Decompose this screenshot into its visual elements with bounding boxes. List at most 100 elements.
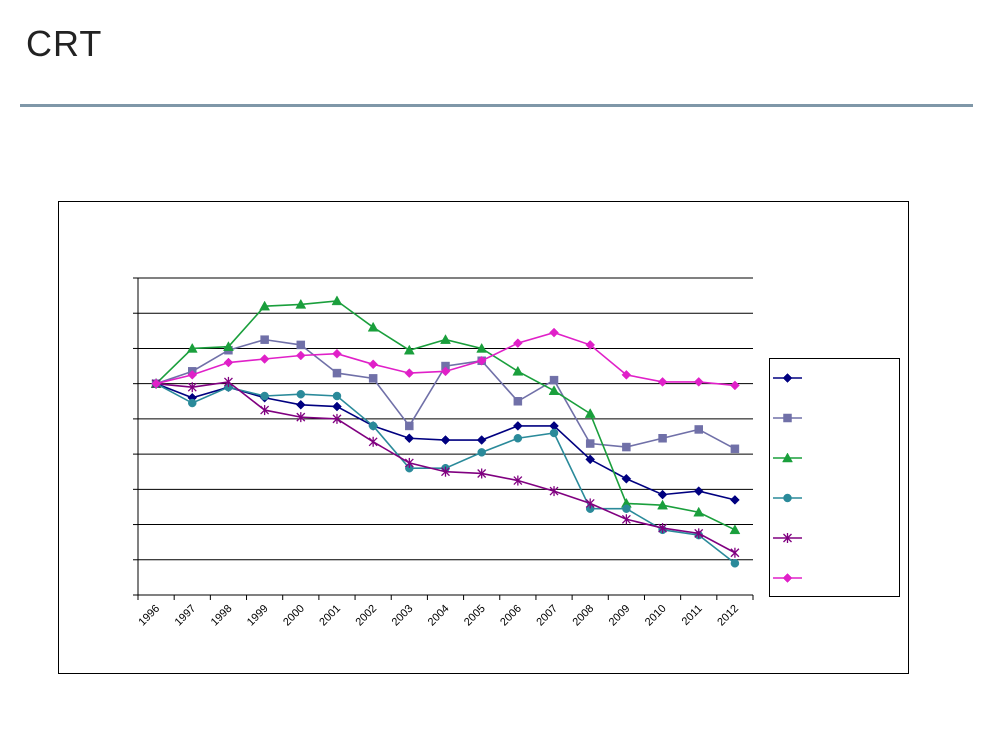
data-point [476, 435, 487, 445]
data-point [513, 397, 523, 406]
data-point [693, 506, 705, 517]
data-point [621, 514, 631, 525]
data-point [188, 398, 197, 408]
data-point [549, 428, 559, 438]
data-point [441, 466, 450, 477]
data-point [694, 528, 704, 539]
x-tick-label: 1996 [136, 603, 162, 629]
data-point [622, 504, 631, 513]
data-point [332, 368, 342, 378]
data-point [405, 421, 414, 431]
data-point [477, 448, 486, 457]
data-point [404, 368, 415, 378]
data-point [694, 425, 703, 434]
data-point [296, 412, 306, 423]
data-point [295, 298, 307, 309]
x-tick-label: 2002 [353, 603, 379, 629]
data-point [477, 468, 487, 479]
data-point [658, 434, 667, 443]
data-point [404, 457, 414, 468]
x-tick-label: 2005 [462, 603, 488, 629]
data-point [658, 523, 668, 534]
data-point [403, 344, 415, 355]
data-point [730, 380, 740, 391]
data-point [549, 375, 559, 385]
data-point [296, 389, 306, 399]
brand-logo: CRT [26, 22, 102, 66]
data-point [585, 498, 595, 509]
data-point [512, 338, 523, 349]
series-line [155, 338, 736, 450]
data-point [730, 547, 740, 558]
data-point [549, 486, 559, 497]
data-point [151, 378, 161, 389]
chart-legend [769, 358, 900, 597]
data-point [368, 421, 378, 431]
data-point [440, 334, 451, 344]
x-tick-label: 2010 [643, 603, 669, 629]
data-point [476, 342, 488, 353]
data-point [260, 391, 269, 401]
x-tick-label: 2001 [317, 603, 343, 629]
data-point [476, 355, 487, 366]
data-point [295, 399, 306, 410]
data-point [368, 436, 378, 447]
data-point [585, 439, 595, 448]
data-point [621, 370, 632, 380]
data-point [332, 413, 342, 424]
data-point [404, 433, 415, 444]
data-point [693, 377, 704, 387]
data-point [260, 405, 270, 416]
data-point [367, 321, 379, 332]
data-point [622, 442, 631, 452]
data-point [259, 354, 270, 364]
data-point [331, 295, 343, 306]
data-point [440, 435, 451, 445]
data-point [332, 391, 342, 401]
data-point [621, 473, 632, 484]
data-point [730, 444, 740, 454]
x-tick-label: 2004 [426, 603, 452, 629]
data-point [223, 357, 234, 368]
data-point [187, 382, 197, 393]
x-tick-label: 2000 [281, 603, 307, 629]
data-point [295, 350, 306, 361]
chart-frame [58, 201, 909, 674]
x-tick-label: 1998 [209, 603, 235, 629]
data-point [730, 559, 740, 568]
data-point [223, 341, 234, 351]
data-point [260, 335, 269, 344]
x-tick-label: 2012 [715, 603, 741, 629]
data-point [512, 421, 523, 431]
data-point [368, 359, 379, 370]
x-tick-label: 2008 [571, 603, 597, 629]
data-point [223, 376, 233, 387]
x-tick-label: 2006 [498, 603, 524, 629]
x-tick-label: 2003 [390, 603, 416, 629]
data-point [657, 489, 668, 500]
data-point [585, 340, 596, 350]
x-tick-label: 2009 [607, 603, 633, 629]
x-tick-label: 1999 [245, 603, 271, 629]
data-point [187, 370, 198, 380]
data-point [186, 342, 198, 353]
data-point [729, 524, 741, 535]
data-point [368, 374, 378, 383]
x-tick-label: 1997 [173, 603, 199, 629]
data-point [440, 366, 451, 377]
data-point [512, 365, 524, 376]
data-point [513, 434, 523, 443]
data-point [657, 377, 668, 387]
data-point [657, 499, 668, 510]
header-divider [20, 104, 973, 107]
data-point [693, 486, 704, 496]
data-point [513, 475, 523, 486]
data-point [259, 300, 271, 311]
data-point [585, 454, 596, 465]
data-point [548, 385, 560, 395]
data-point [730, 495, 740, 505]
data-point [332, 401, 342, 412]
data-point [584, 408, 596, 418]
x-tick-label: 2011 [680, 603, 705, 628]
